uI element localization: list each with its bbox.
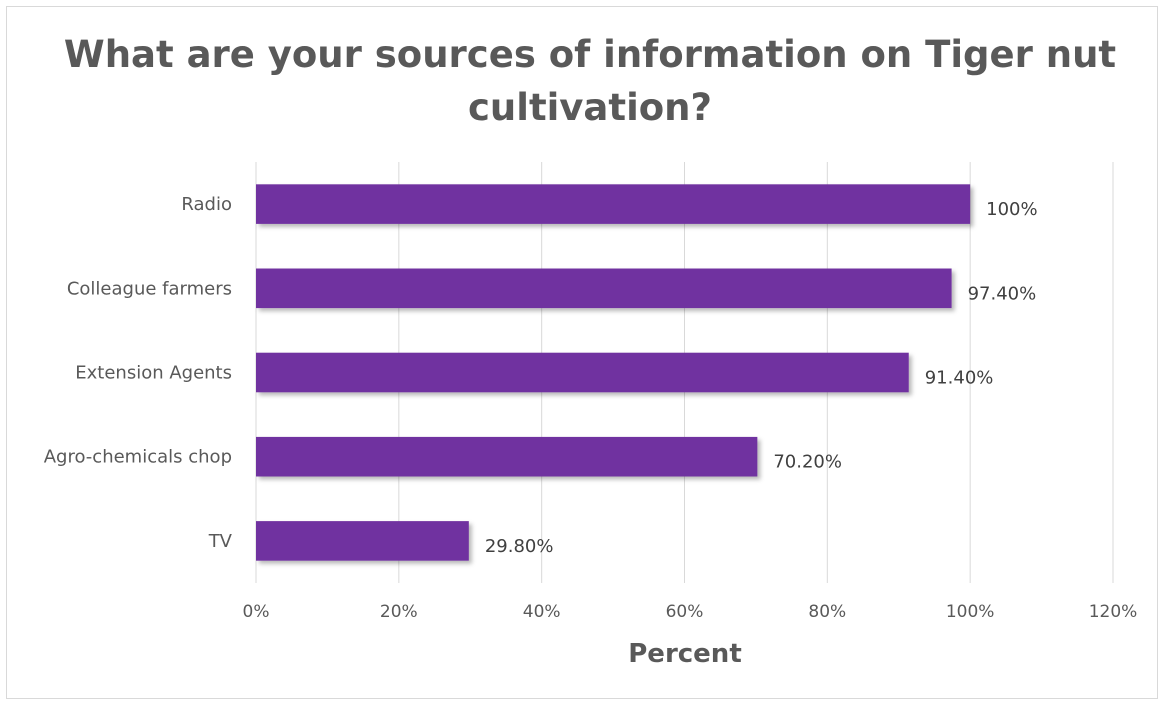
data-label: 100% [986,199,1037,220]
x-tick-label: 80% [808,602,846,622]
bar [256,436,758,477]
chart-title-line-1: What are your sources of information on … [64,33,1116,76]
bar [256,184,971,224]
bar [256,521,469,561]
category-label: Colleague farmers [67,278,232,299]
data-label: 29.80% [485,536,554,557]
bars [256,184,971,561]
bar [256,352,909,393]
data-label: 70.20% [773,452,842,473]
category-label: Agro-chemicals chop [44,447,232,468]
x-tick-label: 120% [1089,602,1138,622]
category-label: TV [208,531,233,552]
x-tick-label: 20% [380,602,418,622]
data-label: 97.40% [968,283,1037,304]
category-label: Radio [181,194,232,215]
x-axis-title: Percent [628,639,742,669]
x-tick-label: 100% [946,602,995,622]
chart-title-line-2: cultivation? [468,86,712,129]
bar [256,268,952,309]
data-label: 91.40% [925,368,994,389]
labels: 0% 20% 40% 60% 80% 100% 120% Radio 100% Colleague… [44,194,1138,622]
x-tick-label: 40% [523,602,561,622]
x-tick-label: 0% [243,602,270,622]
chart-frame [6,6,1158,699]
category-label: Extension Agents [75,363,232,384]
x-tick-label: 60% [666,602,704,622]
